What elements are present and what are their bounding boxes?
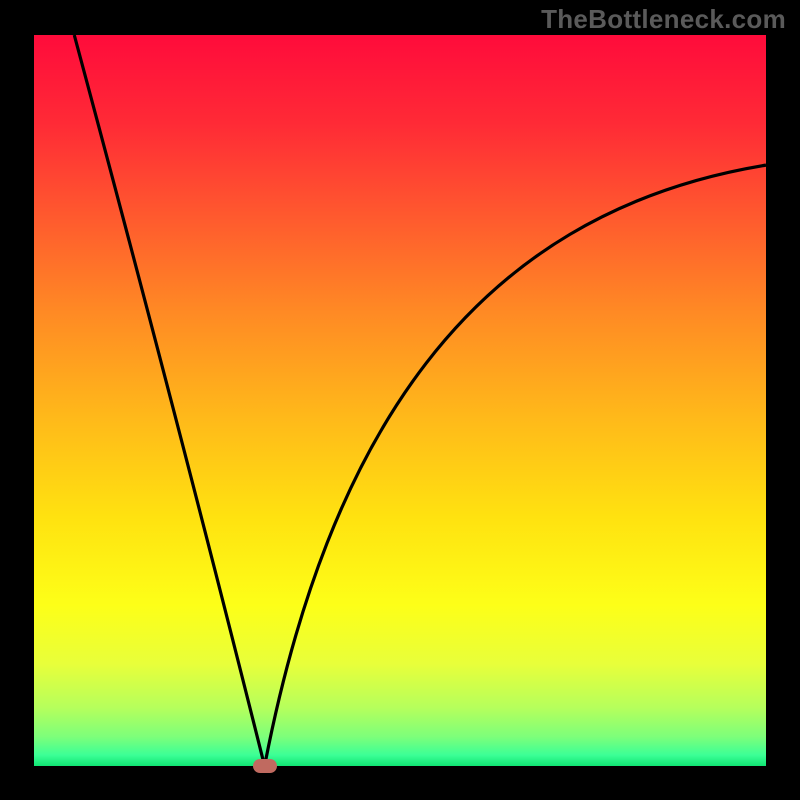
minimum-marker [253, 759, 277, 773]
watermark-text: TheBottleneck.com [541, 4, 786, 35]
chart-container: TheBottleneck.com [0, 0, 800, 800]
plot-background-gradient [34, 35, 766, 766]
